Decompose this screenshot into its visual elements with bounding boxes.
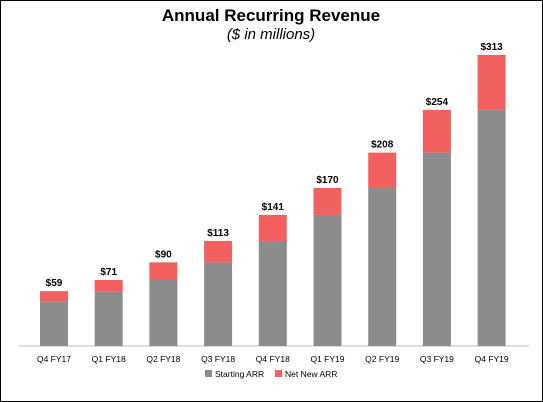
- legend: Starting ARR Net New ARR: [205, 369, 337, 379]
- x-tick-label-8: Q4 FY19: [475, 354, 509, 364]
- chart-title: Annual Recurring Revenue: [162, 6, 380, 25]
- bar-net-new-arr-8: [477, 55, 506, 110]
- bar-net-new-arr-1: [94, 279, 123, 292]
- bar-starting-arr-8: [477, 109, 506, 347]
- bar-net-new-arr-7: [422, 109, 451, 153]
- data-label-6: $208: [371, 140, 394, 151]
- data-label-4: $141: [262, 202, 285, 213]
- bar-starting-arr-2: [149, 279, 178, 346]
- data-label-8: $313: [480, 42, 503, 53]
- legend-label-net-new-arr: Net New ARR: [285, 369, 337, 379]
- bar-net-new-arr-0: [40, 291, 68, 302]
- bar-starting-arr-3: [204, 262, 233, 346]
- chart-subtitle: ($ in millions): [227, 26, 315, 43]
- bar-net-new-arr-3: [204, 240, 233, 263]
- data-label-0: $59: [46, 278, 63, 289]
- legend-swatch-starting-arr: [205, 370, 212, 377]
- bar-net-new-arr-6: [368, 152, 397, 188]
- bar-starting-arr-5: [313, 214, 342, 346]
- bar-starting-arr-1: [94, 291, 123, 346]
- bars-group: $59 Q4 FY17 $71 Q1 FY18 $90 Q2 FY18 $113 Q3 FY1…: [37, 42, 509, 364]
- x-tick-label-1: Q1 FY18: [92, 354, 126, 364]
- legend-label-starting-arr: Starting ARR: [215, 369, 264, 379]
- data-label-7: $254: [426, 97, 449, 108]
- bar-starting-arr-7: [422, 152, 451, 346]
- data-label-3: $113: [207, 228, 229, 239]
- bar-net-new-arr-4: [258, 214, 287, 241]
- x-tick-label-3: Q3 FY18: [201, 354, 235, 364]
- x-tick-label-2: Q2 FY18: [146, 354, 180, 364]
- data-label-2: $90: [155, 249, 172, 260]
- bar-net-new-arr-5: [313, 187, 342, 215]
- bar-starting-arr-4: [258, 240, 287, 346]
- bar-starting-arr-6: [368, 187, 397, 346]
- x-tick-label-7: Q3 FY19: [420, 354, 454, 364]
- x-tick-label-0: Q4 FY17: [37, 354, 71, 364]
- legend-swatch-net-new-arr: [275, 370, 282, 377]
- bar-net-new-arr-2: [149, 262, 178, 280]
- x-tick-label-6: Q2 FY19: [365, 354, 399, 364]
- x-tick-label-4: Q4 FY18: [256, 354, 290, 364]
- data-label-1: $71: [100, 267, 117, 278]
- x-tick-label-5: Q1 FY19: [310, 354, 344, 364]
- bar-starting-arr-0: [40, 301, 68, 346]
- data-label-5: $170: [316, 175, 339, 186]
